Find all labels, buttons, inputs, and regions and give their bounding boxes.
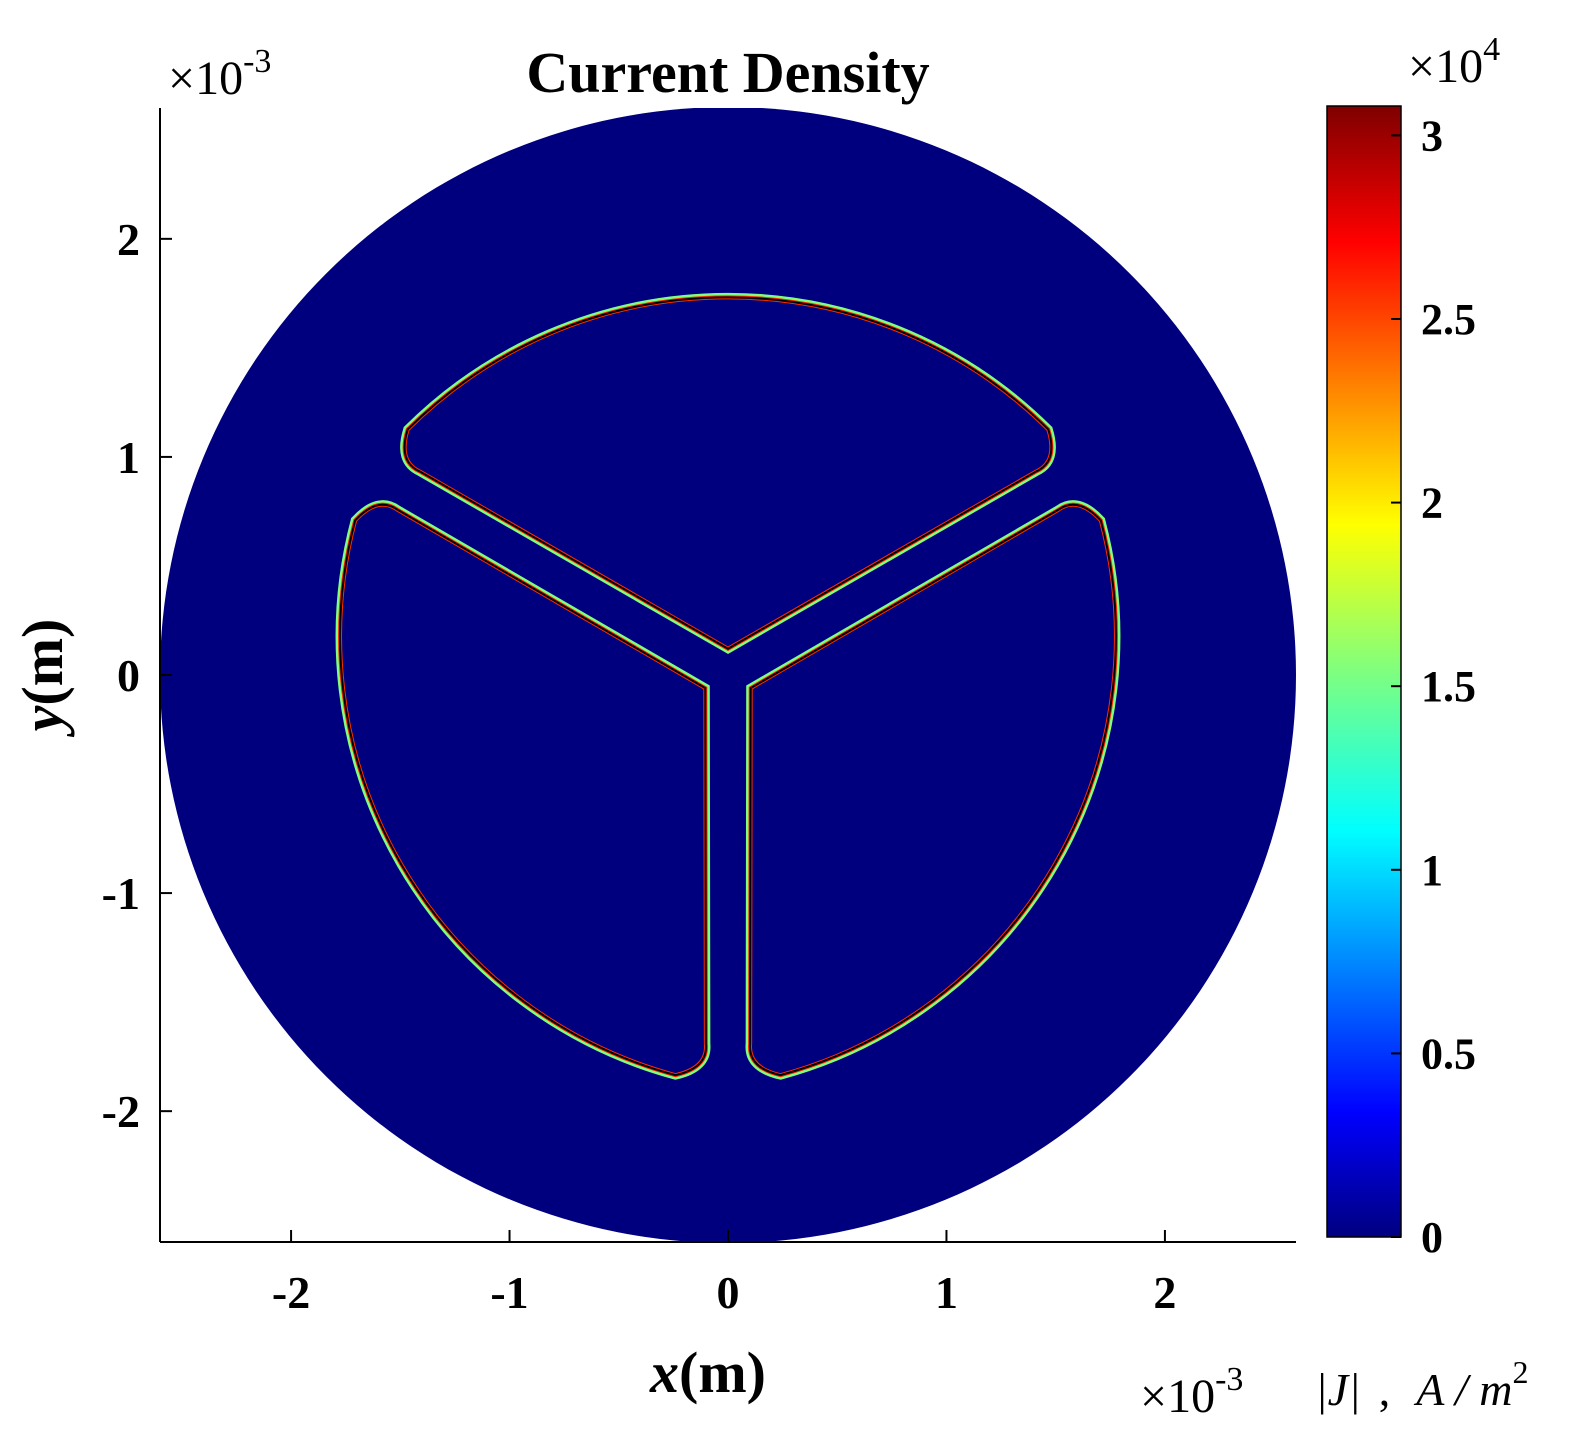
colorbar-gradient	[1326, 105, 1402, 1238]
y-exponent: ×10-3	[168, 43, 271, 105]
x-ticks: -2 -1 0 1 2	[272, 1230, 1176, 1318]
x-tick-label: 1	[935, 1267, 958, 1318]
conductor-boundary	[339, 503, 707, 1077]
y-ticks: -2 -1 0 1 2	[102, 214, 172, 1137]
x-axis-label: x(m)	[649, 1340, 766, 1405]
y-tick-label: -2	[102, 1086, 140, 1137]
y-tick-label: 1	[117, 432, 140, 483]
colorbar-tick-label: 1	[1421, 846, 1443, 895]
colorbar-tick-label: 0.5	[1421, 1029, 1476, 1078]
plot-area	[160, 108, 1296, 1242]
y-tick-label: -1	[102, 868, 140, 919]
y-tick-label: 2	[117, 214, 140, 265]
chart-title: Current Density	[526, 40, 929, 105]
x-tick-label: -1	[490, 1267, 528, 1318]
x-exponent: ×10-3	[1140, 1361, 1243, 1423]
colorbar-tick-label: 3	[1421, 111, 1443, 160]
conductor-3	[745, 500, 1121, 1080]
colorbar-tick-label: 1.5	[1421, 662, 1476, 711]
conductor-2	[335, 500, 711, 1080]
colorbar-tick-label: 2.5	[1421, 295, 1476, 344]
colorbar-exponent: ×104	[1408, 31, 1500, 93]
y-axis-label: y(m)	[10, 619, 75, 738]
x-tick-label: 2	[1153, 1267, 1176, 1318]
x-tick-label: 0	[717, 1267, 740, 1318]
conductor-boundary	[403, 296, 1053, 650]
conductor-1	[400, 292, 1056, 654]
x-tick-label: -2	[272, 1267, 310, 1318]
colorbar: 0 0.5 1 1.5 2 2.5 3 ×104	[1326, 31, 1500, 1262]
conductor-boundary	[749, 503, 1117, 1077]
colorbar-tick-label: 2	[1421, 479, 1443, 528]
colorbar-quantity-label: |J|, A / m2	[1315, 1354, 1529, 1415]
colorbar-tick-label: 0	[1421, 1213, 1443, 1262]
outer-sheath-disk	[160, 108, 1296, 1242]
y-tick-label: 0	[117, 650, 140, 701]
conductor-group	[335, 292, 1121, 1080]
colorbar-ticks: 0 0.5 1 1.5 2 2.5 3	[1391, 111, 1476, 1262]
